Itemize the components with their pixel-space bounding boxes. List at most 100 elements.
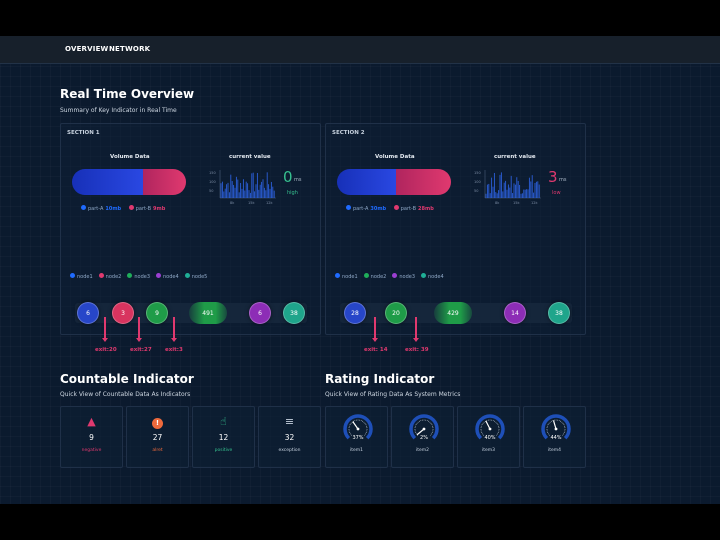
flow-node[interactable]: 9 bbox=[146, 302, 168, 324]
countable-subtitle: Quick View of Countable Data As Indicato… bbox=[60, 391, 191, 398]
part-b-label: part-B bbox=[135, 205, 152, 212]
node-legend-label: node1 bbox=[77, 273, 93, 280]
sparkline-x-tick: 15k bbox=[513, 201, 520, 205]
flow-capsule[interactable]: 429 bbox=[434, 302, 472, 324]
part-a-dot bbox=[81, 205, 86, 210]
current-value-sparkline: 150 100 50 8k 15k 12k bbox=[209, 170, 276, 205]
gauge-ticks bbox=[414, 419, 434, 436]
flow-node[interactable]: 20 bbox=[385, 302, 407, 324]
gauge-needle bbox=[416, 428, 425, 436]
node-legend-label: node4 bbox=[163, 273, 179, 280]
part-a-dot bbox=[346, 205, 351, 210]
node-legend-label: node3 bbox=[399, 273, 416, 280]
sparkline-x-tick: 15k bbox=[248, 201, 255, 205]
flow-node[interactable]: 3 bbox=[112, 302, 134, 324]
rating-card[interactable]: 40% item3 bbox=[457, 406, 520, 468]
section-1-panel: SECTION 1 Volume Data current value part… bbox=[60, 123, 321, 353]
sparkline-x-tick: 8k bbox=[495, 201, 500, 205]
flow-capsule[interactable]: 491 bbox=[189, 302, 227, 324]
countable-card[interactable]: ≡ 32 exception bbox=[258, 406, 321, 468]
volume-legend: part-A 30mb part-B 28mb bbox=[346, 205, 434, 212]
flow-node[interactable]: 6 bbox=[249, 302, 271, 324]
exit-arrow bbox=[413, 317, 419, 342]
flow-node[interactable]: 38 bbox=[283, 302, 305, 324]
countable-value: 32 bbox=[284, 433, 295, 442]
thumbs-up-icon: ☝ bbox=[220, 415, 227, 428]
rating-card[interactable]: 37% item1 bbox=[325, 406, 388, 468]
rating-gauge: 2% bbox=[409, 414, 439, 441]
countable-label: positive bbox=[214, 448, 233, 453]
sparkline-y-tick: 50 bbox=[209, 189, 213, 193]
nav-network[interactable]: NETWORK bbox=[109, 45, 151, 53]
sparkline-y-tick: 50 bbox=[474, 189, 478, 193]
exit-label: exit:3 bbox=[165, 347, 183, 353]
gauge-track bbox=[409, 414, 439, 440]
rating-label: item1 bbox=[349, 448, 364, 453]
countable-card[interactable]: ! 27 alret bbox=[126, 406, 189, 468]
volume-part-b-fill bbox=[143, 169, 186, 195]
countable-value: 27 bbox=[152, 433, 163, 442]
node-legend-dot bbox=[421, 273, 427, 278]
flow-node[interactable]: 6 bbox=[77, 302, 99, 324]
node-legend-label: node2 bbox=[105, 273, 122, 280]
node-legend-label: node2 bbox=[370, 273, 387, 280]
flow-node[interactable]: 38 bbox=[548, 302, 570, 324]
node-legend-dot bbox=[392, 273, 398, 278]
rating-card[interactable]: 2% item2 bbox=[391, 406, 454, 468]
countable-card[interactable]: ▲ 9 negative bbox=[60, 406, 123, 468]
node-legend-dot bbox=[156, 273, 162, 278]
part-b-dot bbox=[128, 205, 134, 210]
exit-arrow bbox=[171, 317, 177, 342]
volume-part-b-fill bbox=[396, 169, 451, 195]
part-b-dot bbox=[393, 205, 399, 210]
countable-label: negative bbox=[81, 448, 102, 453]
sparkline-x-tick: 12k bbox=[531, 201, 538, 205]
rating-card[interactable]: 44% item4 bbox=[523, 406, 586, 468]
part-a-label: part-A bbox=[88, 205, 104, 212]
part-a-value: 30mb bbox=[370, 205, 387, 212]
gauge-pivot bbox=[488, 427, 492, 431]
part-b-value: 9mb bbox=[153, 205, 166, 212]
rating-gauge: 40% bbox=[475, 414, 505, 441]
gauge-needle bbox=[552, 420, 557, 430]
overview-title: Real Time Overview bbox=[60, 87, 195, 101]
exit-label: exit: 39 bbox=[405, 347, 429, 353]
current-value-label: current value bbox=[229, 154, 271, 160]
volume-data-label: Volume Data bbox=[375, 154, 415, 160]
rating-percent: 40% bbox=[484, 435, 495, 441]
gauge-needle bbox=[485, 420, 491, 430]
node-legend-label: node5 bbox=[191, 273, 208, 280]
rating-label: item2 bbox=[415, 448, 430, 453]
exit-label: exit:20 bbox=[95, 347, 117, 353]
flow-node[interactable]: 14 bbox=[504, 302, 526, 324]
rating-percent: 37% bbox=[352, 435, 363, 441]
sparkline-y-tick: 150 bbox=[474, 171, 481, 175]
rating-label: item4 bbox=[547, 448, 562, 453]
overview-subtitle: Summary of Key Indicator in Real Time bbox=[60, 107, 177, 114]
gauge-track bbox=[343, 414, 373, 440]
part-a-label: part-A bbox=[353, 205, 369, 212]
volume-part-a-fill bbox=[337, 169, 402, 195]
node-legend-dot bbox=[363, 273, 369, 278]
nav-overview[interactable]: OVERVIEW bbox=[65, 45, 109, 53]
countable-label: exception bbox=[278, 448, 301, 453]
current-value-label: current value bbox=[494, 154, 536, 160]
countable-value: 12 bbox=[218, 433, 229, 442]
countable-title: Countable Indicator bbox=[60, 372, 194, 386]
gauge-ticks bbox=[480, 419, 500, 436]
exit-arrow bbox=[136, 317, 142, 342]
exception-icon: ≡ bbox=[284, 415, 295, 428]
volume-bar bbox=[72, 169, 186, 195]
volume-bar bbox=[337, 169, 451, 195]
sparkline-x-tick: 8k bbox=[230, 201, 235, 205]
flow-node[interactable]: 28 bbox=[344, 302, 366, 324]
top-navbar: OVERVIEW NETWORK bbox=[0, 36, 720, 64]
node-legend-dot bbox=[184, 273, 190, 278]
node-legend: node1 node2 node3 node4 node5 bbox=[70, 273, 213, 280]
countable-card[interactable]: ☝ 12 positive bbox=[192, 406, 255, 468]
countable-label: alret bbox=[152, 448, 163, 453]
volume-part-a-fill bbox=[72, 169, 149, 195]
gauge-pivot bbox=[554, 427, 558, 431]
part-b-label: part-B bbox=[400, 205, 417, 212]
current-value-sparkline: 150 100 50 8k 15k 12k bbox=[474, 170, 541, 205]
